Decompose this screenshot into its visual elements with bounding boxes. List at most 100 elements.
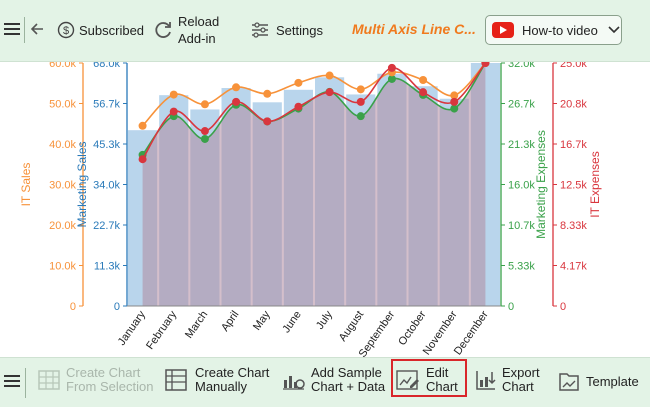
x-tick-label: June xyxy=(280,309,304,335)
point-marketing-expenses xyxy=(450,104,459,113)
it_expenses-tick-label: 20.8k xyxy=(560,99,587,111)
point-marketing-expenses xyxy=(356,112,365,121)
subscribed-label: Subscribed xyxy=(79,22,145,38)
reload-label: Reload xyxy=(178,14,220,29)
point-it-sales xyxy=(294,78,303,87)
menu-icon[interactable] xyxy=(4,374,20,388)
point-it-expenses xyxy=(232,97,241,106)
chart-title-label: Multi Axis Line C... xyxy=(352,21,476,37)
top-toolbar: $ Subscribed Reload Add-in Settings Mult… xyxy=(0,0,650,62)
marketing_expenses-tick-label: 5.33k xyxy=(508,261,535,273)
marketing_sales-tick-label: 11.3k xyxy=(94,261,121,273)
it_expenses-tick-label: 4.17k xyxy=(560,261,587,273)
add-sample-label-2: Chart + Data xyxy=(311,379,386,394)
it_expenses-tick-label: 25.0k xyxy=(560,62,587,70)
point-it-expenses xyxy=(263,117,272,126)
point-it-sales xyxy=(138,121,147,130)
marketing_expenses-tick-label: 10.7k xyxy=(508,220,535,232)
x-tick-label: February xyxy=(144,308,179,351)
point-it-sales xyxy=(450,91,459,100)
marketing_expenses-tick-label: 16.0k xyxy=(508,180,535,192)
addin-label: Add-in xyxy=(178,31,216,46)
marketing_expenses-tick-label: 0 xyxy=(508,301,514,313)
point-it-sales xyxy=(200,100,209,109)
point-it-sales xyxy=(325,71,334,80)
chevron-down-icon xyxy=(608,26,620,34)
youtube-icon xyxy=(492,22,514,38)
marketing_expenses-tick-label: 32.0k xyxy=(508,62,535,70)
reload-addin-button[interactable]: Reload Add-in xyxy=(153,14,219,46)
create-chart-from-selection-button[interactable]: Create Chart From Selection xyxy=(38,366,153,394)
x-tick-label: January xyxy=(116,308,149,347)
sliders-icon xyxy=(252,22,268,38)
create-chart-manually-button[interactable]: Create Chart Manually xyxy=(165,366,269,394)
subscribed-button[interactable]: $ Subscribed xyxy=(57,21,144,39)
point-it-expenses xyxy=(356,97,365,106)
add-sample-label-1: Add Sample xyxy=(311,365,382,380)
create-manual-label-1: Create Chart xyxy=(195,365,270,380)
point-it-expenses xyxy=(200,127,209,136)
divider xyxy=(24,17,25,43)
point-it-sales xyxy=(232,83,241,92)
it_sales-axis-label: IT Sales xyxy=(19,163,33,207)
export-label-2: Chart xyxy=(502,379,534,394)
point-it-expenses xyxy=(169,107,178,116)
export-chart-button[interactable]: Export Chart xyxy=(474,366,540,394)
template-icon xyxy=(559,373,579,391)
point-it-expenses xyxy=(325,88,334,97)
point-it-expenses xyxy=(387,63,396,72)
divider xyxy=(25,368,26,398)
edit-chart-highlight xyxy=(391,359,467,397)
marketing_sales-axis-label: Marketing Sales xyxy=(75,141,89,227)
create-selection-label-2: From Selection xyxy=(66,379,154,394)
howto-video-dropdown[interactable]: How-to video xyxy=(485,15,622,45)
settings-label: Settings xyxy=(276,22,323,38)
create-manual-label-2: Manually xyxy=(195,379,248,394)
it_sales-tick-label: 50.0k xyxy=(49,99,76,111)
edit-label-2: Chart xyxy=(426,379,458,394)
x-tick-label: April xyxy=(219,309,241,334)
marketing_sales-tick-label: 34.0k xyxy=(93,180,120,192)
settings-button[interactable]: Settings xyxy=(251,22,323,38)
table-list-icon xyxy=(165,369,187,391)
menu-icon[interactable] xyxy=(4,22,20,36)
add-sample-chart-button[interactable]: Add Sample Chart + Data xyxy=(282,366,385,394)
x-tick-label: October xyxy=(396,309,428,348)
marketing_expenses-axis-label: Marketing Expenses xyxy=(534,130,548,239)
export-icon xyxy=(476,371,496,390)
it_sales-tick-label: 60.0k xyxy=(49,62,76,70)
howto-label: How-to video xyxy=(522,22,598,38)
marketing_sales-tick-label: 45.3k xyxy=(93,139,120,151)
it_expenses-tick-label: 8.33k xyxy=(560,220,587,232)
point-it-expenses xyxy=(481,62,490,67)
point-marketing-expenses xyxy=(387,74,396,83)
bottom-toolbar: Create Chart From Selection Create Chart… xyxy=(0,357,650,407)
point-it-expenses xyxy=(419,88,428,97)
x-tick-label: March xyxy=(183,309,210,341)
it_sales-tick-label: 0 xyxy=(70,301,76,313)
table-icon xyxy=(38,370,60,390)
point-it-sales xyxy=(356,85,365,94)
it_sales-tick-label: 10.0k xyxy=(49,261,76,273)
svg-text:$: $ xyxy=(63,25,69,37)
x-tick-label: May xyxy=(251,308,273,332)
point-it-expenses xyxy=(450,97,459,106)
point-marketing-expenses xyxy=(200,134,209,143)
template-label: Template xyxy=(586,374,639,389)
edit-chart-icon xyxy=(396,370,419,390)
point-it-expenses xyxy=(138,155,147,164)
it_sales-tick-label: 40.0k xyxy=(49,139,76,151)
template-button[interactable]: Template xyxy=(557,370,639,394)
marketing_expenses-tick-label: 21.3k xyxy=(508,139,535,151)
sample-chart-icon xyxy=(283,376,305,390)
area-marketing-expenses xyxy=(142,63,486,306)
it_sales-tick-label: 30.0k xyxy=(49,180,76,192)
it_sales-tick-label: 20.0k xyxy=(49,220,76,232)
edit-chart-button[interactable]: Edit Chart xyxy=(396,366,458,394)
marketing_sales-tick-label: 68.0k xyxy=(93,62,120,70)
marketing_sales-tick-label: 0 xyxy=(114,301,120,313)
x-tick-label: August xyxy=(337,309,366,344)
reload-icon xyxy=(155,22,171,38)
marketing_sales-tick-label: 56.7k xyxy=(93,99,120,111)
back-arrow-icon[interactable] xyxy=(30,22,44,36)
